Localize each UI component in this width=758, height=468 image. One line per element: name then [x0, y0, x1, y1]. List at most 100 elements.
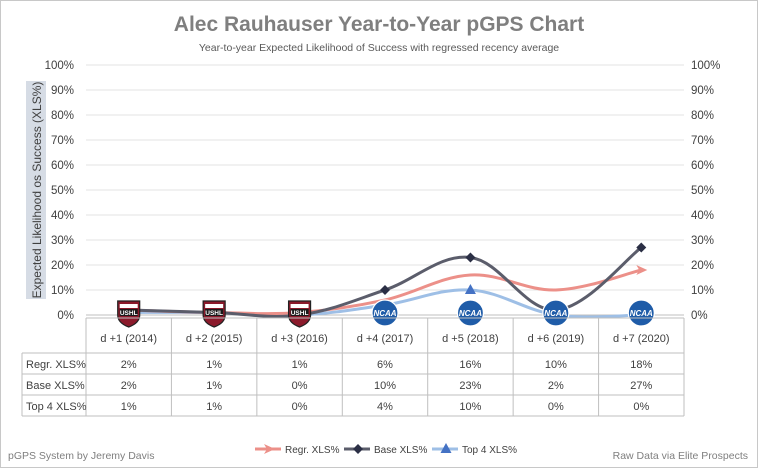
legend-label: Base XLS% — [374, 445, 427, 456]
table-cell-value: 6% — [377, 359, 393, 371]
table-cell-value: 0% — [633, 401, 649, 413]
table-cell-value: 10% — [545, 359, 567, 371]
table-cell-value: 0% — [292, 401, 308, 413]
y-tick-label-right: 90% — [691, 85, 714, 97]
ushl-stripe — [119, 304, 138, 308]
footer-credit-left: pGPS System by Jeremy Davis — [8, 450, 154, 462]
y-tick-label-right: 10% — [691, 285, 714, 297]
ncaa-logo-text: NCAA — [459, 309, 482, 318]
y-tick-label-right: 40% — [691, 210, 714, 222]
y-tick-label-left: 40% — [51, 210, 74, 222]
y-tick-label-right: 20% — [691, 260, 714, 272]
base-point-marker — [636, 242, 647, 253]
ushl-logo-icon: USHL — [287, 300, 312, 328]
ushl-logo-text: USHL — [205, 310, 223, 317]
ncaa-logo-icon: NCAA — [456, 299, 485, 327]
ushl-logo-icon: USHL — [202, 300, 226, 328]
y-axis-title-bg — [26, 81, 46, 299]
ushl-band — [119, 309, 138, 316]
y-tick-label-left: 60% — [51, 160, 74, 172]
table-cell-value: 2% — [121, 359, 137, 371]
x-category-label: d +2 (2015) — [186, 333, 243, 345]
table-cell-value: 1% — [292, 359, 308, 371]
x-category-label: d +7 (2020) — [613, 333, 670, 345]
table-cell-value: 1% — [206, 380, 222, 392]
y-tick-label-right: 30% — [691, 235, 714, 247]
y-tick-label-left: 100% — [45, 60, 74, 72]
table-cell-value: 27% — [630, 380, 652, 392]
table-row-name: Top 4 XLS% — [26, 401, 87, 413]
ushl-band — [205, 309, 224, 316]
legend-item-regr: Regr. XLS% — [255, 444, 340, 456]
ncaa-disc — [456, 299, 485, 327]
x-category-label: d +5 (2018) — [442, 333, 499, 345]
table-cell-value: 10% — [374, 380, 396, 392]
ncaa-logo-text: NCAA — [544, 309, 567, 318]
table-row-name: Regr. XLS% — [26, 359, 86, 371]
y-tick-label-left: 20% — [51, 260, 74, 272]
ushl-band — [290, 309, 309, 316]
legend-marker — [440, 443, 452, 453]
legend-marker — [264, 444, 275, 454]
ncaa-logo-icon: NCAA — [627, 299, 655, 327]
y-tick-label-right: 0% — [691, 310, 708, 322]
ncaa-disc — [542, 299, 570, 327]
y-tick-label-right: 70% — [691, 135, 714, 147]
y-tick-label-left: 0% — [57, 310, 74, 322]
y-tick-label-left: 90% — [51, 85, 74, 97]
x-category-label: d +6 (2019) — [528, 333, 585, 345]
table-cell-value: 10% — [459, 401, 481, 413]
chart-subtitle: Year-to-year Expected Likelihood of Succ… — [199, 42, 559, 54]
ushl-logo-text: USHL — [291, 310, 309, 317]
table-cell-value: 1% — [121, 401, 137, 413]
y-tick-label-right: 60% — [691, 160, 714, 172]
table-row-name: Base XLS% — [26, 380, 85, 392]
y-tick-label-left: 80% — [51, 110, 74, 122]
legend-item-top4: Top 4 XLS% — [432, 443, 517, 456]
table-cell-value: 18% — [630, 359, 652, 371]
ncaa-disc — [371, 299, 399, 327]
y-axis-title: Expected Likelihood os Success (XLS%) — [30, 82, 44, 299]
legend-item-base: Base XLS% — [344, 444, 427, 456]
y-tick-label-left: 10% — [51, 285, 74, 297]
table-cell-value: 4% — [377, 401, 393, 413]
regr-end-marker — [636, 265, 648, 275]
table-cell-value: 16% — [459, 359, 481, 371]
x-category-label: d +1 (2014) — [100, 333, 157, 345]
y-tick-label-right: 50% — [691, 185, 714, 197]
chart-title: Alec Rauhauser Year-to-Year pGPS Chart — [174, 13, 584, 36]
table-cell-value: 1% — [206, 401, 222, 413]
table-cell-value: 2% — [548, 380, 564, 392]
table-cell-value: 23% — [459, 380, 481, 392]
ncaa-disc — [627, 299, 655, 327]
ncaa-logo-icon: NCAA — [542, 299, 570, 327]
footer-credit-right: Raw Data via Elite Prospects — [613, 450, 748, 462]
base-point-marker — [380, 285, 390, 295]
y-tick-label-right: 100% — [691, 60, 720, 72]
y-axis-title-group: Expected Likelihood os Success (XLS%) — [26, 81, 46, 299]
ushl-stripe — [290, 304, 309, 308]
ncaa-logo-text: NCAA — [373, 309, 396, 318]
ushl-logo-icon: USHL — [117, 300, 141, 328]
y-tick-label-left: 70% — [51, 135, 74, 147]
top4-point-marker — [464, 284, 476, 294]
legend-label: Regr. XLS% — [285, 445, 340, 456]
x-category-label: d +3 (2016) — [271, 333, 328, 345]
legend-label: Top 4 XLS% — [462, 445, 517, 456]
base-point-marker — [465, 252, 476, 263]
ncaa-logo-text: NCAA — [630, 309, 653, 318]
ncaa-logo-icon: NCAA — [371, 299, 399, 327]
table-cell-value: 0% — [292, 380, 308, 392]
x-category-label: d +4 (2017) — [357, 333, 414, 345]
y-tick-label-right: 80% — [691, 110, 714, 122]
legend-marker — [353, 444, 363, 454]
table-cell-value: 0% — [548, 401, 564, 413]
table-cell-value: 1% — [206, 359, 222, 371]
y-tick-label-left: 50% — [51, 185, 74, 197]
y-tick-label-left: 30% — [51, 235, 74, 247]
ushl-logo-text: USHL — [120, 310, 138, 317]
ushl-stripe — [205, 304, 224, 308]
table-cell-value: 2% — [121, 380, 137, 392]
